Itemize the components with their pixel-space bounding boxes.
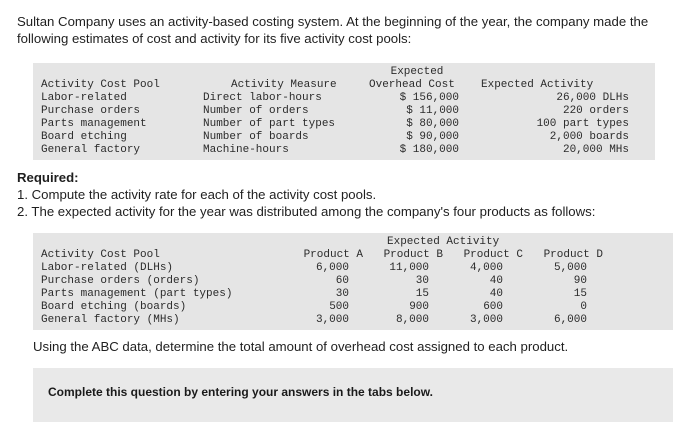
product-activity-table: Expected Activity Activity Cost Pool Pro… (33, 233, 673, 330)
t1-cell-cost: $ 180,000 (399, 144, 459, 156)
t1-cell-pool: Labor-related (41, 92, 127, 104)
required-section: Required: 1. Compute the activity rate f… (17, 169, 687, 220)
required-item-1: 1. Compute the activity rate for each of… (17, 187, 377, 202)
t2-cell-b: 30 (415, 275, 429, 287)
required-item-2: 2. The expected activity for the year wa… (17, 204, 596, 219)
t2-cell-pool: Purchase orders (orders) (41, 275, 200, 287)
header-product-d: Product D (543, 249, 603, 261)
t2-cell-d: 90 (573, 275, 587, 287)
t1-cell-activity: 220 orders (562, 105, 629, 117)
t1-cell-activity: 2,000 boards (549, 131, 629, 143)
t1-cell-pool: Board etching (41, 131, 127, 143)
header-activity-measure: Activity Measure (231, 79, 337, 91)
activity-cost-pool-table: Expected Activity Cost Pool Activity Mea… (33, 63, 655, 160)
t2-cell-a: 6,000 (315, 262, 349, 274)
header-activity-cost-pool: Activity Cost Pool (41, 79, 160, 91)
t1-cell-cost: $ 90,000 (406, 131, 459, 143)
t2-cell-c: 40 (489, 288, 503, 300)
header-expected-activity-group: Expected Activity (387, 236, 500, 248)
t2-cell-d: 6,000 (553, 314, 587, 326)
t2-cell-d: 5,000 (553, 262, 587, 274)
t1-cell-activity: 20,000 MHs (562, 144, 629, 156)
t2-cell-pool: Parts management (part types) (41, 288, 233, 300)
t2-cell-pool: Board etching (boards) (41, 301, 187, 313)
header-product-a: Product A (303, 249, 363, 261)
t2-cell-b: 11,000 (389, 262, 429, 274)
header-overhead-cost: Overhead Cost (369, 79, 455, 91)
t1-cell-measure: Number of boards (203, 131, 309, 143)
header-product-b: Product B (383, 249, 443, 261)
t1-cell-measure: Number of part types (203, 118, 336, 130)
t1-cell-cost: $ 11,000 (406, 105, 459, 117)
t2-cell-pool: Labor-related (DLHs) (41, 262, 174, 274)
t2-cell-c: 600 (483, 301, 503, 313)
abc-instruction-text: Using the ABC data, determine the total … (33, 339, 569, 354)
t1-cell-measure: Machine-hours (203, 144, 289, 156)
header-expected: Expected (390, 66, 444, 78)
t1-cell-measure: Number of orders (203, 105, 309, 117)
header-activity-cost-pool-2: Activity Cost Pool (41, 249, 160, 261)
t2-cell-b: 900 (409, 301, 429, 313)
t2-cell-a: 3,000 (315, 314, 349, 326)
t2-cell-a: 60 (335, 275, 349, 287)
intro-paragraph: Sultan Company uses an activity-based co… (17, 14, 649, 46)
t2-cell-pool: General factory (MHs) (41, 314, 180, 326)
t1-cell-cost: $ 80,000 (406, 118, 459, 130)
t1-cell-pool: General factory (41, 144, 141, 156)
t1-cell-activity: 100 part types (536, 118, 629, 130)
t1-cell-activity: 26,000 DLHs (556, 92, 629, 104)
required-heading: Required: (17, 170, 79, 185)
t1-cell-pool: Parts management (41, 118, 147, 130)
t2-cell-b: 8,000 (395, 314, 429, 326)
instruction-panel: Complete this question by entering your … (33, 368, 673, 422)
t2-cell-b: 15 (415, 288, 429, 300)
t1-cell-pool: Purchase orders (41, 105, 141, 117)
header-product-c: Product C (463, 249, 523, 261)
t1-cell-cost: $ 156,000 (399, 92, 459, 104)
t2-cell-a: 500 (329, 301, 349, 313)
t1-cell-measure: Direct labor-hours (203, 92, 322, 104)
t2-cell-a: 30 (335, 288, 349, 300)
t2-cell-c: 3,000 (469, 314, 503, 326)
t2-cell-d: 0 (580, 301, 587, 313)
instruction-text: Complete this question by entering your … (48, 385, 433, 399)
t2-cell-d: 15 (573, 288, 587, 300)
t2-cell-c: 40 (489, 275, 503, 287)
t2-cell-c: 4,000 (469, 262, 503, 274)
header-expected-activity: Expected Activity (481, 79, 594, 91)
